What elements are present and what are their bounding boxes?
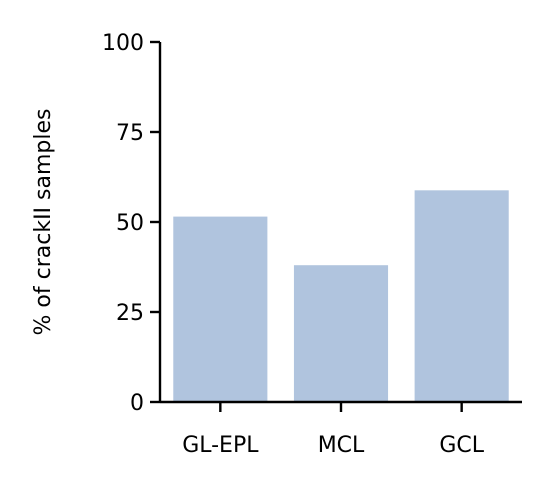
y-axis-title: % of crackII samples	[31, 109, 56, 336]
y-tick-label: 25	[116, 301, 144, 326]
y-tick-label: 100	[102, 31, 144, 56]
x-tick-label: GCL	[439, 433, 484, 458]
x-tick-label: GL-EPL	[182, 433, 259, 458]
bar-gcl	[414, 190, 509, 402]
bars-group	[173, 190, 509, 402]
y-tick-label: 50	[116, 211, 144, 236]
x-axis-ticks: GL-EPL MCL GCL	[182, 402, 485, 458]
y-tick-label: 0	[130, 391, 144, 416]
bar-gl-epl	[173, 216, 268, 402]
y-tick-label: 75	[116, 121, 144, 146]
x-tick-label: MCL	[318, 433, 365, 458]
y-axis-ticks: 0 25 50 75 100	[102, 31, 160, 416]
bar-mcl	[293, 265, 389, 402]
